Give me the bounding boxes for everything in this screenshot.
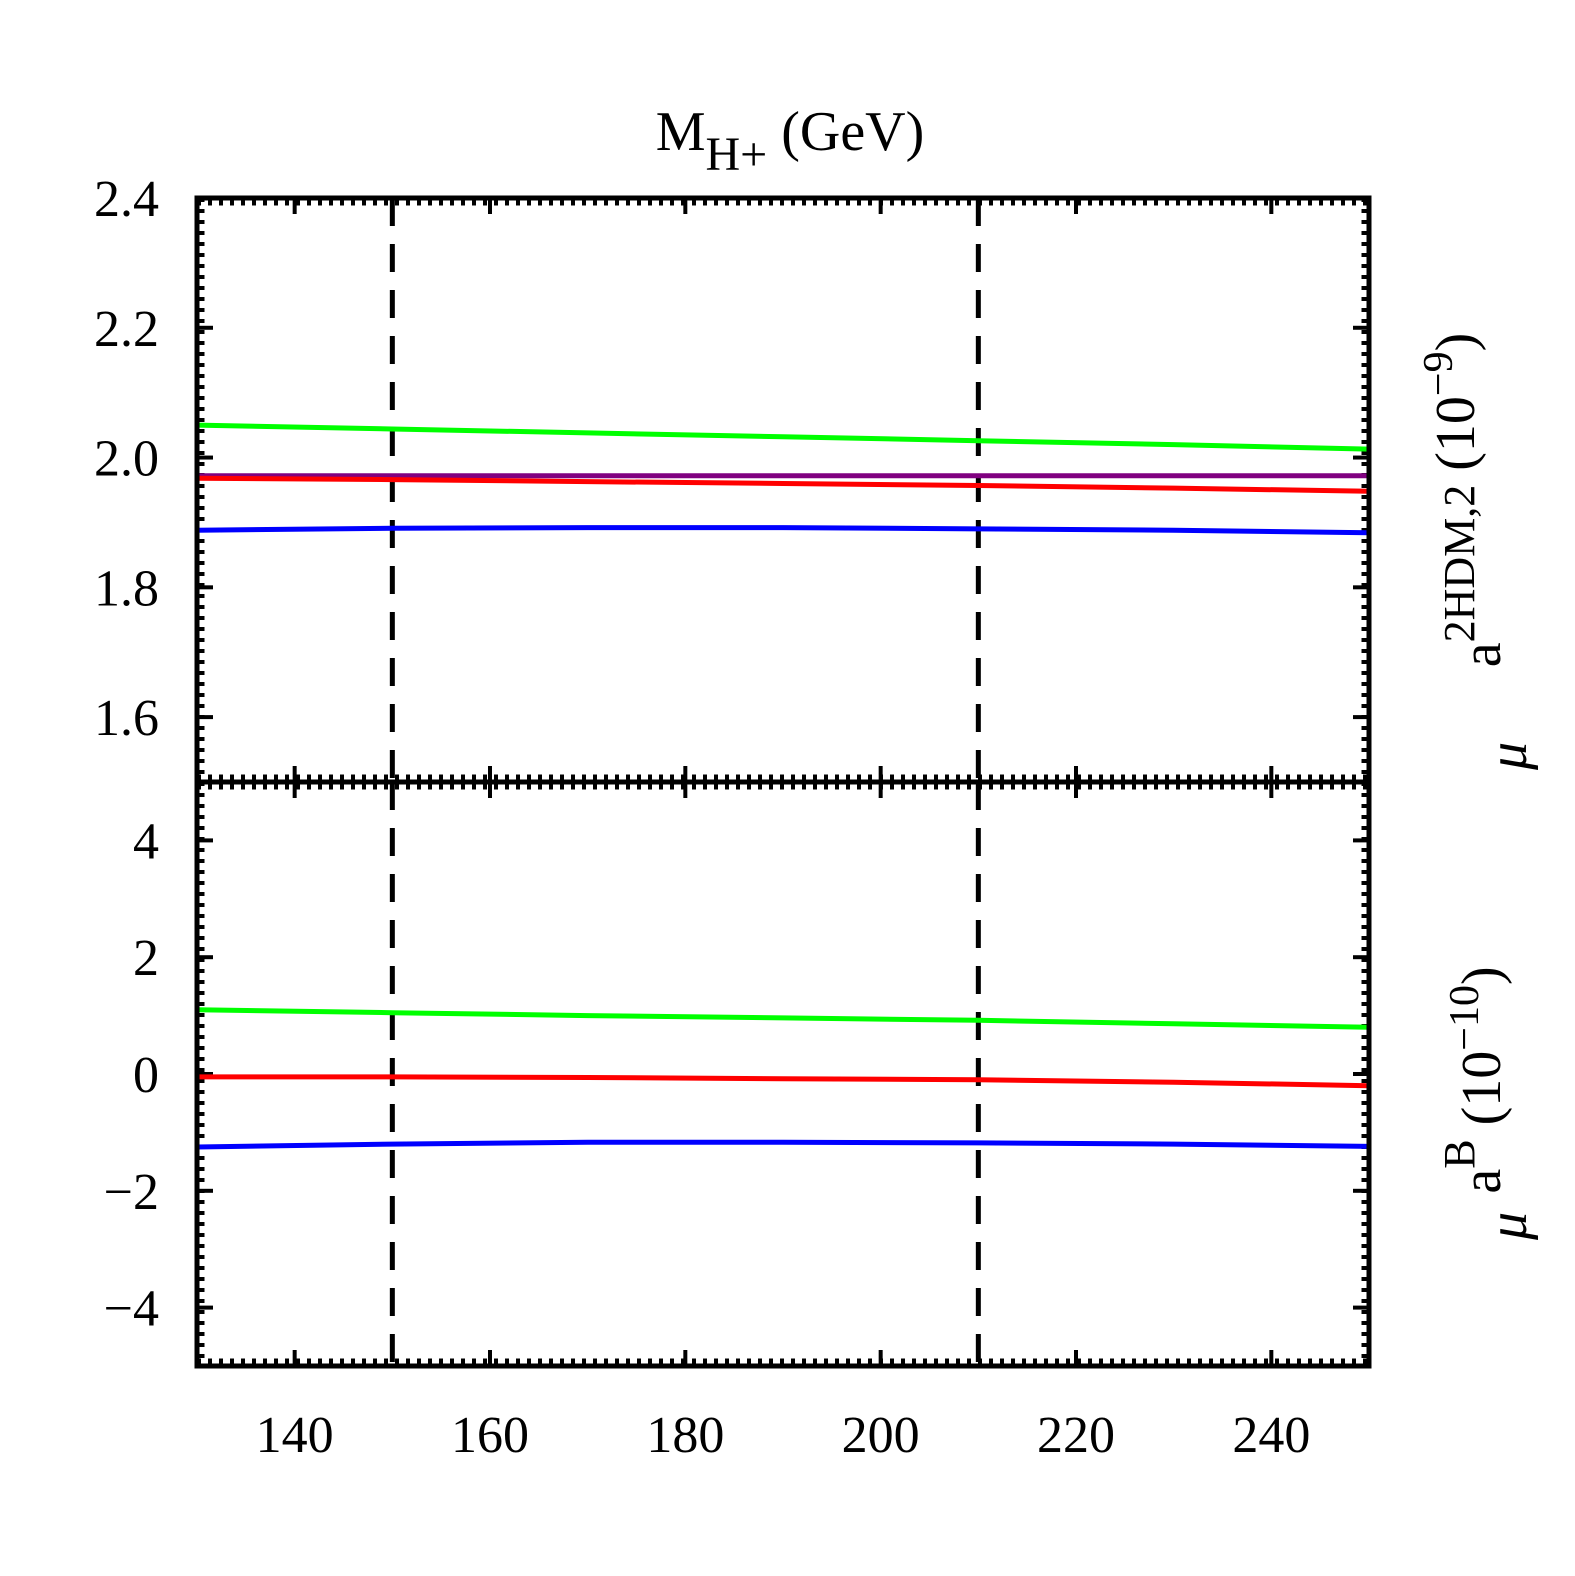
y-tick-label: 2.4 <box>94 171 159 228</box>
series-line-blue <box>196 1139 1370 1150</box>
bottom-panel: −4 −2 0 2 4 140 160 180 200 220 240 <box>104 779 1372 1464</box>
top-panel: 1.6 1.8 2.0 2.2 2.4 <box>94 171 1372 785</box>
svg-text:aB(10−10): aB(10−10) <box>1435 966 1513 1193</box>
y-tick-label: −2 <box>104 1164 159 1221</box>
top-ylabel-sub: μ <box>1477 742 1539 771</box>
series-line-green <box>196 422 1370 452</box>
series-line-red <box>196 475 1370 494</box>
y-tick-label: 1.6 <box>94 690 159 747</box>
chart-title: MH+ (GeV) <box>656 101 925 181</box>
x-tick-label: 200 <box>842 1407 920 1464</box>
y-tick-label: −4 <box>104 1281 159 1338</box>
x-tick-label: 240 <box>1232 1407 1310 1464</box>
series-line-green <box>196 1007 1370 1030</box>
top-ylabel: a2HDM,2(10−9) μ <box>1416 333 1539 771</box>
x-tick-label: 160 <box>451 1407 529 1464</box>
plot-frame <box>194 779 1372 1369</box>
y-tick-label: 2.0 <box>94 431 159 488</box>
bottom-ylabel-sub: μ <box>1477 1212 1539 1241</box>
y-tick-label: 2 <box>133 930 159 987</box>
x-tick-label: 140 <box>256 1407 334 1464</box>
bottom-ylabel: aB(10−10) μ <box>1435 966 1539 1241</box>
y-tick-label: 4 <box>133 813 159 870</box>
svg-text:a2HDM,2(10−9): a2HDM,2(10−9) <box>1416 333 1513 668</box>
x-tick-label: 220 <box>1037 1407 1115 1464</box>
y-tick-label: 1.8 <box>94 560 159 617</box>
series-line-red <box>197 1074 1370 1089</box>
series-line-blue <box>196 525 1370 536</box>
x-tick-label: 180 <box>646 1407 724 1464</box>
y-tick-label: 0 <box>133 1047 159 1104</box>
y-tick-label: 2.2 <box>94 301 159 358</box>
